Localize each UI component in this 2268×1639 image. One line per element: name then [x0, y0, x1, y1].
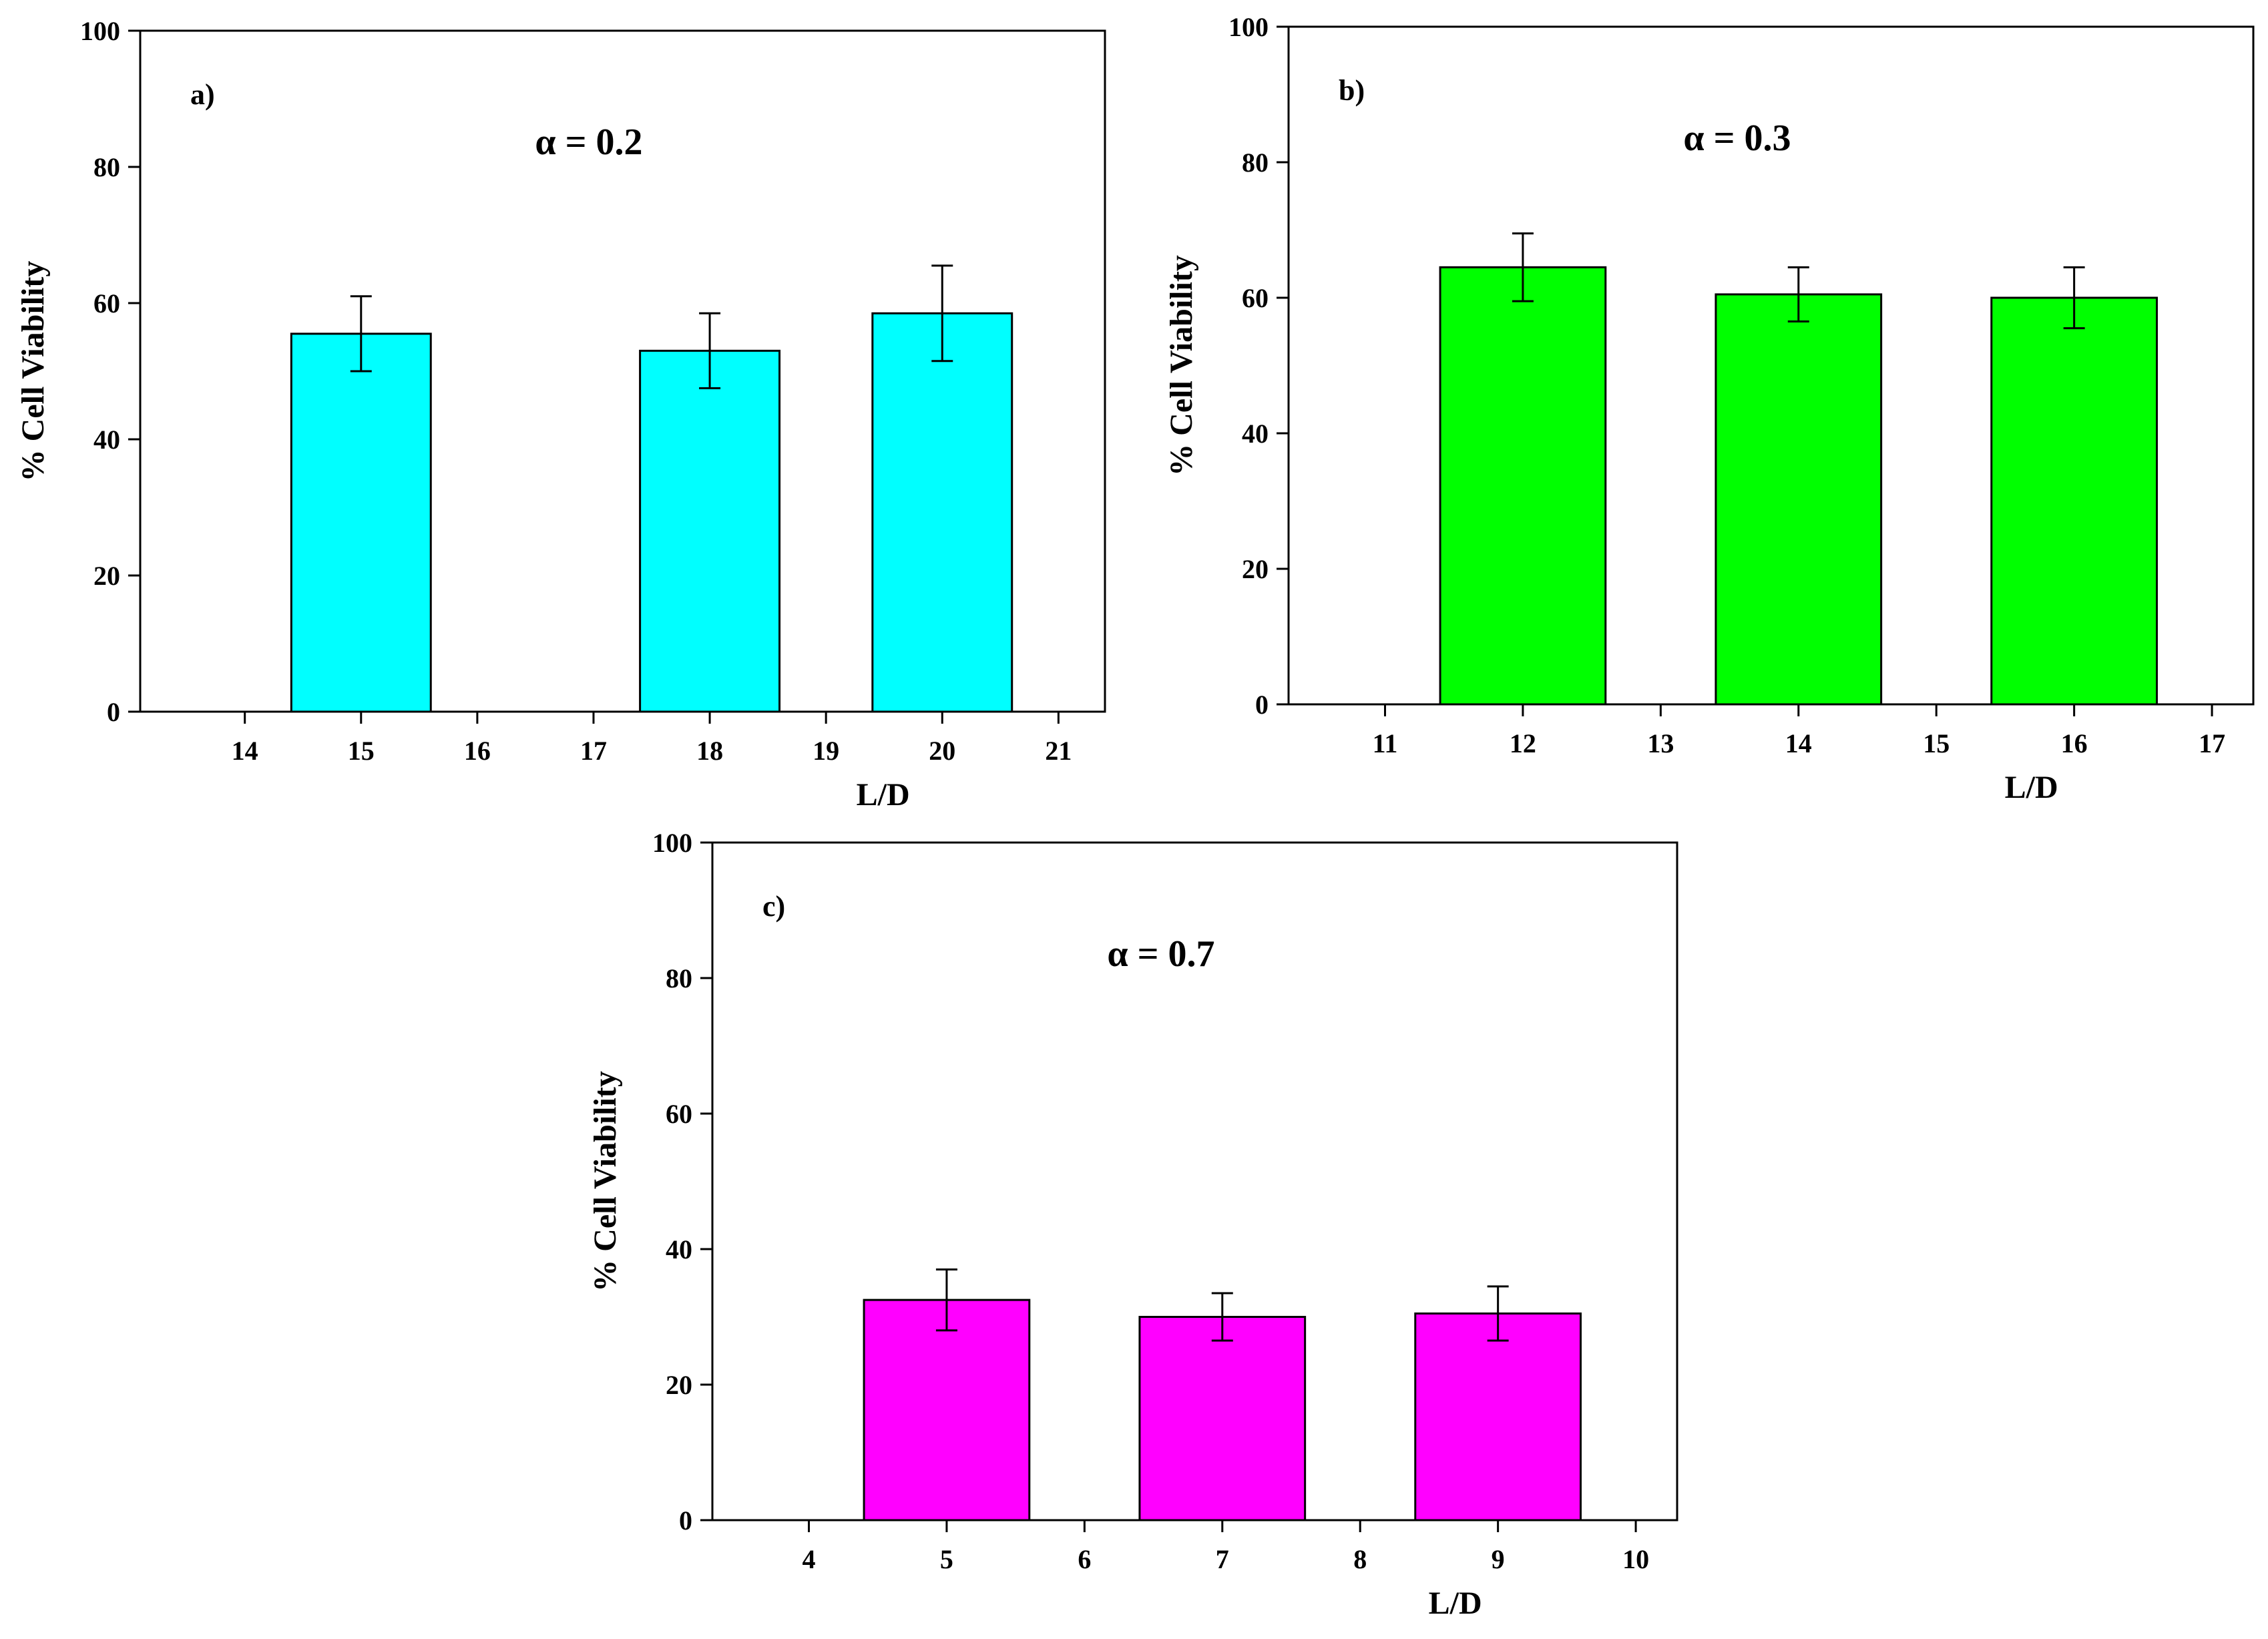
y-axis-title: % Cell Viability: [15, 261, 51, 482]
y-tick-label: 20: [1242, 554, 1269, 584]
alpha-title: α = 0.7: [1107, 933, 1214, 975]
y-tick-label: 60: [93, 288, 120, 318]
y-tick-label: 40: [1242, 419, 1269, 449]
y-tick-label: 0: [107, 697, 120, 727]
panel-label: a): [190, 78, 215, 111]
bar: [1715, 293, 1883, 706]
x-tick-label: 17: [580, 736, 607, 766]
alpha-title: α = 0.3: [1683, 118, 1791, 159]
y-tick-label: 40: [666, 1234, 692, 1264]
x-tick-label: 15: [1923, 728, 1950, 758]
panel-label: c): [762, 890, 785, 923]
x-tick-label: 16: [464, 736, 491, 766]
bar: [1439, 266, 1607, 706]
x-tick-label: 7: [1216, 1544, 1229, 1574]
x-tick-label: 20: [929, 736, 955, 766]
bar: [639, 349, 781, 713]
x-tick-label: 19: [813, 736, 839, 766]
bar: [1138, 1316, 1307, 1521]
bar: [1990, 296, 2158, 706]
x-tick-label: 16: [2061, 728, 2088, 758]
y-tick-label: 80: [93, 152, 120, 182]
panel-label: b): [1339, 74, 1365, 107]
x-tick-label: 11: [1373, 728, 1398, 758]
y-tick-label: 60: [666, 1099, 692, 1129]
x-tick-label: 13: [1647, 728, 1674, 758]
y-tick-label: 0: [679, 1505, 692, 1536]
x-tick-label: 12: [1510, 728, 1536, 758]
y-tick-label: 20: [93, 561, 120, 591]
y-axis-title: % Cell Viability: [588, 1071, 623, 1292]
bar: [863, 1299, 1031, 1521]
bar: [871, 312, 1013, 713]
y-tick-label: 80: [666, 963, 692, 993]
chart-panel-b: 0 20 40 60 80 100 11 12 13 14 15 16 17 b) α = 0.3 L/D % …: [1164, 12, 2255, 805]
x-tick-label: 5: [940, 1544, 953, 1574]
x-tick-label: 8: [1353, 1544, 1367, 1574]
y-tick-label: 80: [1242, 148, 1269, 178]
y-tick-label: 40: [93, 425, 120, 455]
x-tick-label: 4: [803, 1544, 816, 1574]
x-tick-label: 14: [232, 736, 258, 766]
y-axis-title: % Cell Viability: [1164, 255, 1199, 476]
y-tick-label: 20: [666, 1370, 692, 1400]
bar: [1414, 1312, 1582, 1521]
x-tick-label: 9: [1492, 1544, 1505, 1574]
y-tick-label: 100: [1228, 12, 1269, 42]
x-tick-label: 18: [696, 736, 723, 766]
y-tick-label: 60: [1242, 283, 1269, 313]
plot-frame: [139, 29, 1106, 713]
alpha-title: α = 0.2: [535, 122, 642, 163]
x-tick-label: 14: [1785, 728, 1812, 758]
x-tick-label: 10: [1622, 1544, 1649, 1574]
x-tick-label: 6: [1078, 1544, 1091, 1574]
x-axis-title: L/D: [857, 777, 910, 812]
chart-panel-a: 0 20 40 60 80 100 14 15 16 17 18 19 20 21 a) α = 0.2 L/D…: [15, 16, 1106, 812]
x-axis-title: L/D: [2005, 770, 2058, 805]
y-tick-label: 0: [1255, 690, 1269, 720]
bar: [290, 332, 432, 713]
x-tick-label: 15: [348, 736, 375, 766]
x-axis-title: L/D: [1429, 1586, 1482, 1621]
y-tick-label: 100: [652, 828, 692, 858]
x-tick-label: 17: [2199, 728, 2225, 758]
chart-panel-c: 0 20 40 60 80 100 4 5 6 7 8 9 10 c) α = 0.7 L/D % Cell V…: [588, 828, 1678, 1621]
x-tick-label: 21: [1045, 736, 1072, 766]
y-tick-label: 100: [80, 16, 120, 46]
